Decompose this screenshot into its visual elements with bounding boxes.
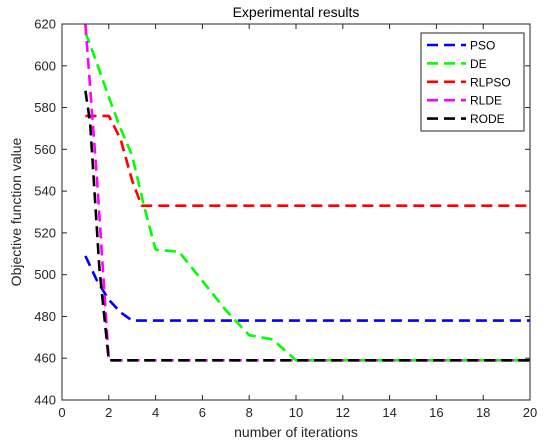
x-tick-label: 20 <box>523 405 537 420</box>
x-axis: 0 2 4 6 8 10 12 14 16 18 20 <box>58 24 537 420</box>
x-tick-label: 14 <box>382 405 396 420</box>
y-axis: 440 460 480 500 520 540 560 580 600 620 <box>34 17 530 408</box>
chart-title: Experimental results <box>233 4 360 20</box>
legend-label-rlpso: RLPSO <box>470 75 511 89</box>
series-line-de <box>84 31 530 362</box>
series-line-rlpso <box>85 114 530 207</box>
x-tick-label: 10 <box>289 405 303 420</box>
y-tick-label: 560 <box>34 142 56 157</box>
y-tick-label: 440 <box>34 393 56 408</box>
legend-label-de: DE <box>470 57 487 71</box>
x-tick-label: 2 <box>105 405 112 420</box>
x-tick-label: 18 <box>476 405 490 420</box>
y-tick-label: 460 <box>34 351 56 366</box>
x-tick-label: 0 <box>58 405 65 420</box>
legend-label-rlde: RLDE <box>470 94 502 108</box>
y-tick-label: 540 <box>34 184 56 199</box>
legend-label-pso: PSO <box>470 39 495 53</box>
x-tick-label: 8 <box>246 405 253 420</box>
x-tick-label: 4 <box>152 405 159 420</box>
series-line-rode <box>84 90 530 362</box>
y-tick-label: 480 <box>34 309 56 324</box>
legend: PSO DE RLPSO RLDE RODE <box>420 32 525 132</box>
x-tick-label: 16 <box>429 405 443 420</box>
y-tick-label: 500 <box>34 267 56 282</box>
x-tick-label: 6 <box>199 405 206 420</box>
series-group <box>84 24 530 362</box>
y-tick-label: 620 <box>34 17 56 32</box>
y-tick-label: 580 <box>34 100 56 115</box>
y-tick-label: 600 <box>34 58 56 73</box>
x-tick-label: 12 <box>336 405 350 420</box>
series-line-pso <box>84 255 530 322</box>
legend-box <box>420 32 525 132</box>
y-tick-label: 520 <box>34 225 56 240</box>
y-axis-title: Objective function value <box>8 137 24 286</box>
x-axis-title: number of iterations <box>234 424 358 440</box>
legend-label-rode: RODE <box>470 112 505 126</box>
